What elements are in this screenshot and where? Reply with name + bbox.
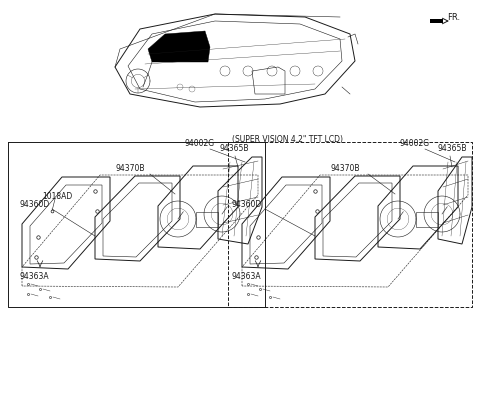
Polygon shape [148, 32, 210, 63]
Text: (SUPER VISION 4.2" TFT LCD): (SUPER VISION 4.2" TFT LCD) [232, 135, 343, 144]
Text: 1018AD: 1018AD [42, 192, 72, 200]
Bar [416, 213, 438, 227]
Text: 94370B: 94370B [115, 164, 145, 172]
Text: 94365B: 94365B [438, 144, 468, 153]
Text: 94360D: 94360D [232, 200, 262, 209]
Text: FR.: FR. [447, 13, 460, 22]
Bar [196, 213, 218, 227]
Text: 94360D: 94360D [20, 200, 50, 209]
Text: 94363A: 94363A [232, 271, 262, 280]
Text: 94363A: 94363A [20, 271, 49, 280]
Text: 94002G: 94002G [185, 139, 215, 148]
Polygon shape [430, 20, 443, 24]
Text: 94365B: 94365B [220, 144, 250, 153]
Text: 94370B: 94370B [330, 164, 360, 172]
Text: 94002G: 94002G [400, 139, 430, 148]
